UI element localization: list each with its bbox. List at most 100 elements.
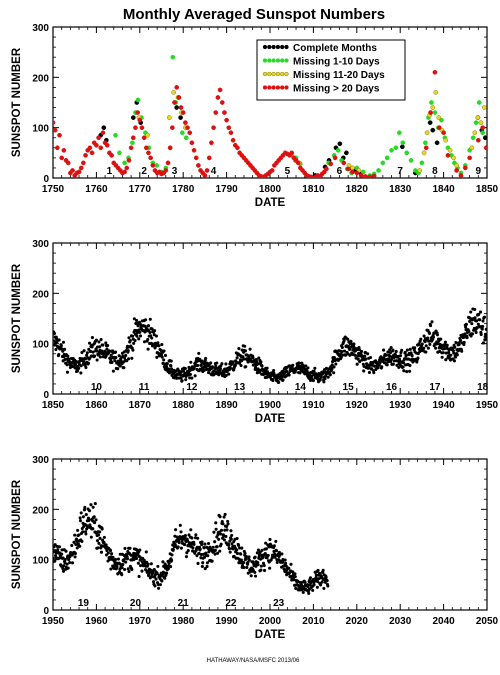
data-point (123, 546, 127, 550)
data-point (335, 147, 341, 153)
cycle-number-label: 18 (477, 382, 489, 393)
data-point (287, 373, 291, 377)
data-point (311, 588, 315, 592)
data-point (62, 564, 66, 568)
data-point (358, 173, 364, 178)
data-point (167, 561, 171, 566)
data-point (146, 324, 151, 328)
data-point (59, 564, 63, 568)
data-point (256, 563, 260, 567)
data-point (239, 558, 243, 562)
data-point (332, 155, 338, 161)
legend-marker (284, 44, 289, 50)
data-point (282, 567, 286, 571)
legend-marker (284, 85, 289, 90)
data-point (227, 372, 231, 376)
data-point (100, 130, 106, 136)
data-point (222, 538, 226, 542)
data-point (285, 369, 289, 373)
data-point (209, 140, 214, 146)
data-point (179, 546, 183, 550)
data-point (226, 125, 232, 131)
data-point (367, 174, 373, 178)
data-point (171, 547, 175, 552)
data-point (78, 519, 83, 523)
legend-marker (267, 71, 272, 77)
cycle-number-label: 22 (225, 598, 237, 609)
data-point (240, 359, 244, 363)
data-point (146, 150, 151, 156)
data-point (196, 163, 201, 168)
data-point (230, 533, 234, 537)
data-point (255, 551, 259, 555)
data-point (293, 575, 297, 579)
data-point (478, 318, 482, 322)
data-point (482, 315, 487, 319)
data-point (363, 354, 367, 358)
cycle-number-label: 10 (91, 382, 103, 393)
data-point (478, 310, 483, 314)
data-point (473, 307, 477, 311)
data-point (323, 377, 327, 381)
data-point (93, 502, 97, 506)
data-point (59, 344, 63, 348)
data-point (328, 161, 334, 167)
data-point (197, 351, 201, 355)
data-point (269, 168, 275, 173)
data-point (162, 358, 166, 362)
data-point (227, 547, 232, 551)
cycle-number-label: 12 (186, 382, 198, 393)
data-point (249, 574, 253, 578)
data-point (168, 565, 173, 569)
data-point (307, 591, 311, 595)
data-point (422, 334, 426, 338)
credit-text: HATHAWAY/NASA/MSFC 2013/06 (207, 658, 300, 664)
data-point (253, 366, 258, 370)
data-point (91, 527, 95, 531)
x-tick-label: 1850 (476, 184, 499, 195)
data-point (451, 155, 456, 161)
data-point (247, 555, 251, 559)
data-point (306, 366, 310, 370)
data-points (53, 502, 330, 595)
x-tick-label: 1800 (259, 184, 282, 195)
data-point (138, 330, 142, 334)
legend-marker (271, 85, 276, 90)
data-point (140, 569, 144, 573)
data-point (74, 542, 78, 547)
data-point (235, 145, 240, 151)
data-point (155, 572, 159, 576)
data-point (417, 168, 423, 173)
data-point (127, 336, 131, 340)
x-tick-label: 1790 (215, 184, 238, 195)
data-point (275, 560, 279, 564)
data-point (135, 97, 141, 103)
data-point (268, 537, 272, 542)
data-point (421, 150, 427, 156)
x-tick-label: 2050 (476, 616, 499, 627)
data-point (484, 327, 487, 331)
data-point (272, 369, 276, 373)
data-point (150, 336, 154, 340)
x-tick-label: 2000 (259, 616, 282, 627)
data-point (86, 361, 90, 365)
legend-label: Missing > 20 Days (293, 84, 380, 95)
cycle-number-label: 15 (343, 382, 355, 393)
data-point (199, 363, 203, 367)
data-point (469, 145, 475, 151)
data-point (183, 367, 187, 371)
cycle-number-label: 17 (429, 382, 441, 393)
x-tick-label: 1950 (476, 400, 499, 411)
data-point (255, 360, 259, 364)
data-point (219, 100, 225, 105)
panel-1750-1850: 1750 1760 1770 1780 1790 1800 1810 1820 1830 1840… (11, 23, 499, 209)
data-point (272, 544, 276, 548)
legend-marker (271, 58, 276, 63)
data-point (99, 550, 104, 554)
data-point (166, 567, 170, 571)
data-point (114, 557, 118, 562)
data-point (312, 369, 316, 373)
data-point (367, 370, 372, 375)
data-point (443, 347, 447, 351)
data-point (110, 360, 114, 364)
